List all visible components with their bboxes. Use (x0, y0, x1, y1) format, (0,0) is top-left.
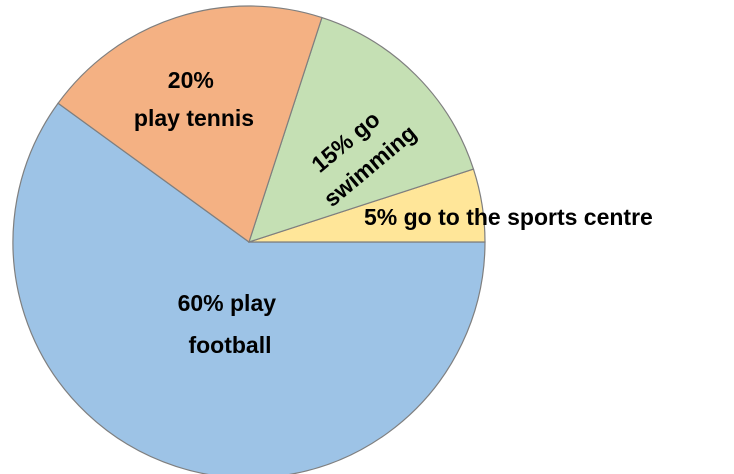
slice-football (12, 102, 486, 474)
slice-swimming (248, 16, 475, 243)
pie-slices (12, 5, 486, 474)
slice-label-sports-centre: 5% go to the sports centre (364, 204, 653, 230)
slice-label-tennis: 20% play tennis (134, 67, 254, 131)
slice-label-football: 60% play football (178, 290, 283, 358)
slice-tennis (57, 5, 323, 243)
pie-labels: 60% play football 5% go to the sports ce… (134, 67, 653, 358)
